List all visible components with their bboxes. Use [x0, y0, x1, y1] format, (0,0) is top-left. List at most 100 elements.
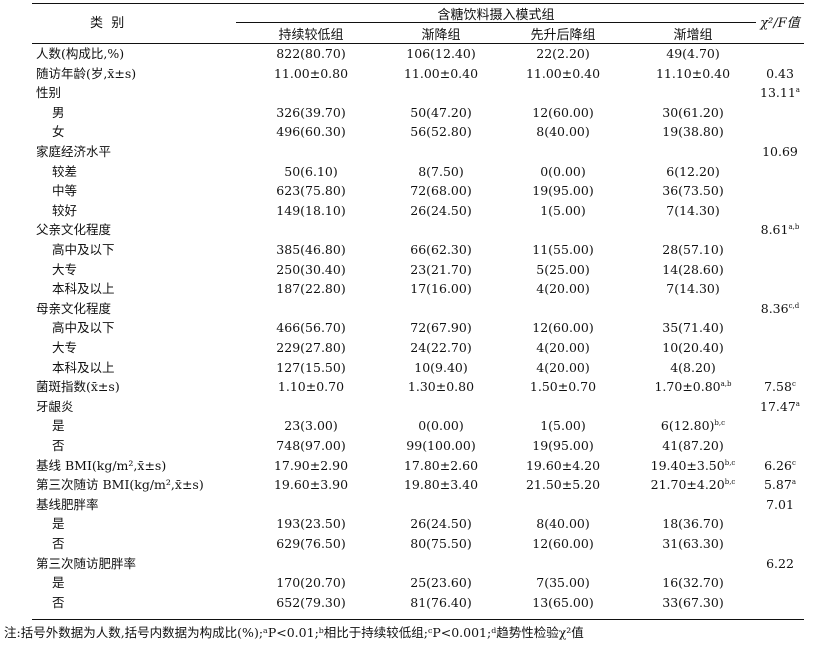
- value-text: 1.70±0.80: [654, 379, 721, 395]
- header-rule: [32, 43, 804, 44]
- row-label: 是: [52, 516, 65, 532]
- value-text: 496(60.30): [276, 124, 346, 140]
- value-cell: 10(9.40): [386, 358, 496, 378]
- value-text: 326(39.70): [276, 104, 346, 120]
- stat-superscript: c: [791, 458, 796, 467]
- value-text: 8(40.00): [536, 124, 590, 140]
- value-text: 17.80±2.60: [403, 457, 479, 473]
- value-text: 11.00±0.40: [403, 65, 479, 81]
- value-cell: 11(55.00): [496, 240, 630, 260]
- value-cell: 8(40.00): [496, 122, 630, 142]
- value-cell: 11.00±0.40: [496, 64, 630, 84]
- value-cell: 127(15.50): [236, 358, 386, 378]
- value-text: 16(32.70): [662, 575, 724, 591]
- value-text: 6(12.20): [666, 163, 720, 179]
- value-cell: 19(95.00): [496, 436, 630, 456]
- value-cell: 0(0.00): [386, 416, 496, 436]
- header-col-4: 渐增组: [673, 28, 713, 43]
- value-cell: 66(62.30): [386, 240, 496, 260]
- table-row: 本科及以上 127(15.50) 10(9.40) 4(20.00) 4(8.20): [32, 358, 804, 378]
- value-text: 72(67.90): [410, 320, 472, 336]
- stat-cell: 0.43: [756, 64, 804, 84]
- row-label: 男: [52, 104, 65, 120]
- stat-value: 13.11: [760, 85, 796, 101]
- table-row: 是 193(23.50) 26(24.50) 8(40.00) 18(36.70): [32, 514, 804, 534]
- value-cell: 36(73.50): [630, 181, 756, 201]
- value-text: 18(36.70): [662, 516, 724, 532]
- table-row: 否 652(79.30) 81(76.40) 13(65.00) 33(67.30): [32, 593, 804, 613]
- row-label: 本科及以上: [52, 359, 115, 375]
- value-text: 72(68.00): [410, 183, 472, 199]
- value-text: 1.30±0.80: [407, 379, 475, 395]
- value-cell: 41(87.20): [630, 436, 756, 456]
- value-cell: 19(38.80): [630, 122, 756, 142]
- value-text: 623(75.80): [276, 183, 346, 199]
- value-cell: 623(75.80): [236, 181, 386, 201]
- row-label: 大专: [52, 340, 78, 355]
- value-text: 17(16.00): [410, 281, 472, 297]
- stat-cell: 8.61a,b: [756, 220, 804, 240]
- row-label: 否: [52, 594, 65, 610]
- value-cell: 16(32.70): [630, 573, 756, 593]
- table-row: 较差 50(6.10) 8(7.50) 0(0.00) 6(12.20): [32, 162, 804, 182]
- table-row: 男 326(39.70) 50(47.20) 12(60.00) 30(61.20): [32, 103, 804, 123]
- stat-value: 8.36: [760, 300, 789, 316]
- stat-value: 6.26: [764, 457, 792, 473]
- stat-value: 7.01: [766, 496, 794, 512]
- value-text: 11.10±0.40: [655, 65, 731, 81]
- value-cell: 24(22.70): [386, 338, 496, 358]
- value-cell: 326(39.70): [236, 103, 386, 123]
- row-label: 否: [52, 536, 65, 551]
- value-cell: 12(60.00): [496, 103, 630, 123]
- value-cell: 1(5.00): [496, 416, 630, 436]
- row-label: 基线肥胖率: [36, 496, 99, 512]
- table-row: 父亲文化程度 8.61a,b: [32, 220, 804, 240]
- table-note: 注:括号外数据为人数,括号内数据为构成比(%);ᵃP<0.01;ᵇ相比于持续较低…: [4, 625, 584, 640]
- stat-value: 17.47: [760, 398, 796, 414]
- value-cell: 4(20.00): [496, 279, 630, 299]
- value-cell: 6(12.80)b,c: [630, 416, 756, 436]
- table-row: 基线肥胖率 7.01: [32, 495, 804, 515]
- row-label: 大专: [52, 261, 78, 277]
- row-label: 父亲文化程度: [36, 222, 112, 238]
- row-label: 女: [52, 124, 65, 140]
- value-text: 4(20.00): [536, 359, 590, 375]
- value-cell: 21.50±5.20: [496, 475, 630, 495]
- row-label: 人数(构成比,%): [36, 46, 125, 61]
- value-cell: 1.70±0.80a,b: [630, 377, 756, 397]
- stat-value: 0.43: [766, 65, 794, 81]
- value-cell: 7(14.30): [630, 201, 756, 221]
- header-col-3: 先升后降组: [530, 28, 596, 43]
- value-cell: 50(6.10): [236, 162, 386, 182]
- value-cell: 11.00±0.40: [386, 64, 496, 84]
- value-text: 8(40.00): [536, 516, 590, 532]
- stat-cell: 5.87a: [756, 475, 804, 495]
- value-text: 822(80.70): [276, 46, 346, 61]
- value-text: 19(95.00): [532, 438, 594, 453]
- value-cell: 33(67.30): [630, 593, 756, 613]
- value-text: 0(0.00): [418, 418, 464, 434]
- value-cell: 652(79.30): [236, 593, 386, 613]
- value-text: 26(24.50): [410, 202, 472, 218]
- table-row: 女 496(60.30) 56(52.80) 8(40.00) 19(38.80): [32, 122, 804, 142]
- value-cell: 4(20.00): [496, 358, 630, 378]
- value-text: 56(52.80): [410, 124, 472, 140]
- stat-value: 8.61: [760, 222, 789, 238]
- stat-cell: 17.47a: [756, 397, 804, 417]
- value-cell: 1(5.00): [496, 201, 630, 221]
- value-text: 170(20.70): [276, 575, 346, 591]
- value-text: 229(27.80): [276, 340, 346, 355]
- value-cell: 1.10±0.70: [236, 377, 386, 397]
- value-text: 127(15.50): [276, 359, 346, 375]
- value-text: 26(24.50): [410, 516, 472, 532]
- value-text: 49(4.70): [666, 46, 720, 61]
- value-cell: 49(4.70): [630, 44, 756, 64]
- table-row: 家庭经济水平 10.69: [32, 142, 804, 162]
- stat-value: 7.58: [764, 379, 792, 395]
- value-cell: 0(0.00): [496, 162, 630, 182]
- value-cell: 229(27.80): [236, 338, 386, 358]
- table-row: 随访年龄(岁,x̄±s) 11.00±0.80 11.00±0.40 11.00±0.…: [32, 64, 804, 84]
- value-cell: 629(76.50): [236, 534, 386, 554]
- value-text: 13(65.00): [532, 594, 594, 610]
- table-row: 人数(构成比,%) 822(80.70) 106(12.40) 22(2.20) 49(…: [32, 44, 804, 64]
